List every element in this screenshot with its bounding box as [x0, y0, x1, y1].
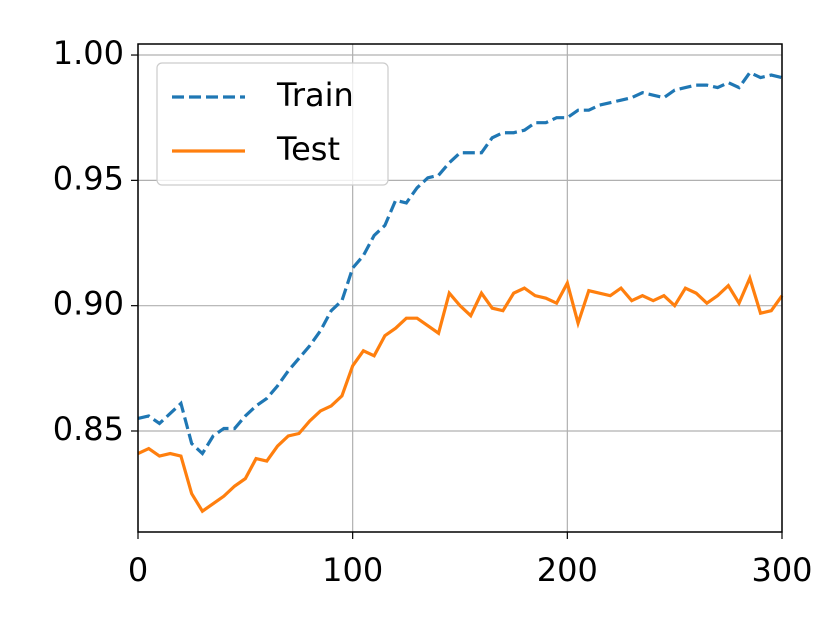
y-tick-label: 1.00: [53, 34, 124, 72]
x-tick-label: 100: [322, 551, 383, 589]
axes-frame: [137, 43, 783, 533]
x-tick-label: 0: [128, 551, 148, 589]
x-tick-label: 300: [751, 551, 812, 589]
y-tick-label: 0.90: [53, 285, 124, 323]
y-tick-label: 0.95: [53, 159, 124, 197]
x-tick-label: 200: [537, 551, 598, 589]
legend-label: Train: [276, 76, 354, 114]
legend-label: Test: [276, 130, 340, 168]
line-series: [137, 70, 783, 457]
legend-box: [156, 62, 389, 186]
line-series: [137, 273, 784, 514]
y-tick-label: 0.85: [53, 410, 124, 448]
